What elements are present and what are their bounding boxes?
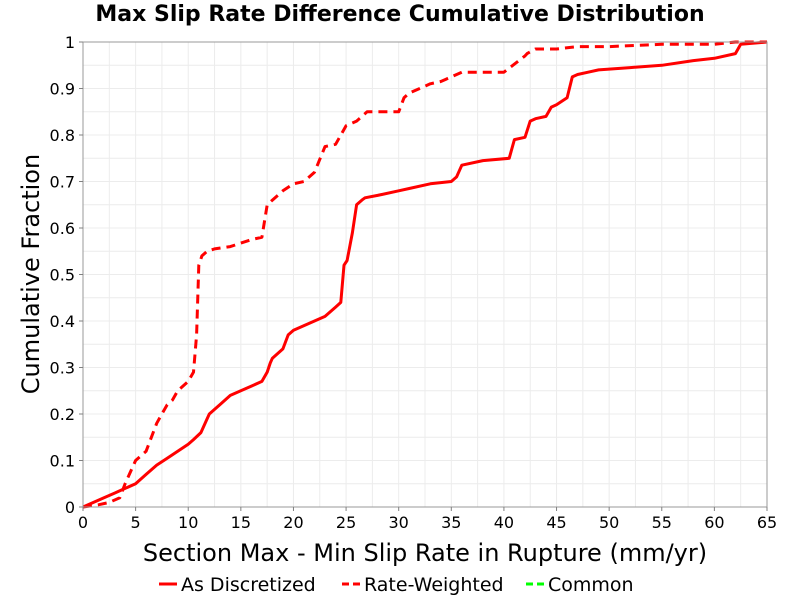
- x-tick-label: 40: [494, 513, 514, 532]
- series-line-rate-weighted: [82, 40, 767, 509]
- x-tick-label: 30: [389, 513, 409, 532]
- legend-label-as-discretized: As Discretized: [181, 574, 316, 596]
- x-tick-label: 60: [704, 513, 724, 532]
- x-tick-label: 45: [546, 513, 566, 532]
- x-tick-label: 10: [178, 513, 198, 532]
- x-tick-label: 55: [652, 513, 672, 532]
- x-tick-label: 0: [78, 513, 88, 532]
- y-tick-label: 0.9: [50, 80, 75, 99]
- legend-label-rate-weighted: Rate-Weighted: [364, 574, 504, 596]
- x-tick-label: 15: [231, 513, 251, 532]
- grid-lines: [82, 41, 768, 508]
- y-tick-label: 0.4: [50, 312, 75, 331]
- x-tick-label: 5: [131, 513, 141, 532]
- x-tick-label: 25: [336, 513, 356, 532]
- y-tick-label: 0.6: [50, 219, 75, 238]
- y-tick-label: 0.7: [50, 173, 75, 192]
- legend: As Discretized Rate-Weighted Common: [159, 574, 634, 596]
- x-tick-label: 50: [599, 513, 619, 532]
- legend-label-common: Common: [548, 574, 634, 596]
- series-line-as-discretized: [82, 40, 768, 509]
- chart-title: Max Slip Rate Difference Cumulative Dist…: [95, 2, 705, 27]
- y-tick-label: 0: [65, 498, 75, 517]
- y-tick-label: 1: [65, 33, 75, 52]
- y-tick-label: 0.2: [50, 405, 75, 424]
- x-tick-label: 65: [757, 513, 777, 532]
- x-axis-label: Section Max - Min Slip Rate in Rupture (…: [143, 539, 707, 567]
- y-tick-label: 0.5: [50, 266, 75, 285]
- y-tick-label: 0.8: [50, 126, 75, 145]
- y-tick-label: 0.3: [50, 359, 75, 378]
- series-layer: [82, 40, 768, 509]
- y-axis-label: Cumulative Fraction: [17, 154, 45, 394]
- x-tick-label: 35: [441, 513, 461, 532]
- x-tick-label: 20: [283, 513, 303, 532]
- y-tick-label: 0.1: [50, 452, 75, 471]
- tick-layer: 0 5 10 15 20 25 30 35 40 45 50 55 60 65 0 0.1 0.2 0.3 0.4 0…: [50, 33, 778, 532]
